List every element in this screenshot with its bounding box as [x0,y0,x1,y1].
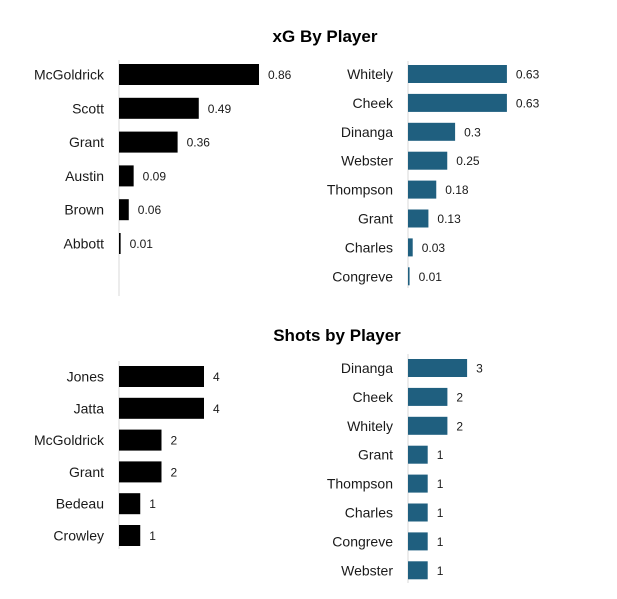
xg-left-category-label: Scott [72,100,104,116]
shots-left-value-label: 1 [149,529,156,543]
xg-right-bar [408,93,507,112]
shots-left-category-label: Bedeau [56,496,104,512]
xg-right-value-label: 0.63 [516,68,540,82]
shots-left-value-label: 2 [171,465,178,479]
shots-right-category-label: Grant [358,447,393,463]
shots-right-category-label: Cheek [353,389,394,405]
shots-left-bar [119,461,162,483]
shots-left-bar [119,525,141,546]
shots-right-bar [408,474,428,493]
shots-left-bar [119,493,141,515]
shots-right-value-label: 2 [456,390,463,404]
xg-left-category-label: Abbott [64,236,105,252]
xg-right-value-label: 0.18 [445,183,469,197]
shots-right-value-label: 1 [437,535,444,549]
xg-right-value-label: 0.03 [422,241,446,255]
shots-left-value-label: 2 [171,434,178,448]
xg-right-value-label: 0.13 [437,212,461,226]
shots-left-team-chart: Jones 4 Jatta 4 McGoldrick 2 Grant 2 Bedeau 1 Crow… [34,361,220,549]
shots-chart-title: Shots by Player [273,326,401,345]
shots-right-value-label: 1 [437,564,444,578]
xg-right-bar [408,122,456,141]
xg-right-category-label: Dinanga [341,124,393,140]
shots-right-value-label: 1 [437,448,444,462]
shots-left-category-label: Grant [69,464,104,480]
shots-left-bar [119,366,204,387]
xg-left-value-label: 0.09 [143,169,167,183]
xg-left-category-label: Grant [69,134,104,150]
shots-right-category-label: Webster [341,562,393,578]
xg-left-bar [119,165,134,187]
xg-left-team-chart: McGoldrick 0.86 Scott 0.49 Grant 0.36 Austin 0.… [34,60,292,296]
xg-right-bar [408,180,437,199]
shots-left-category-label: McGoldrick [34,432,105,448]
xg-right-value-label: 0.25 [456,154,480,168]
xg-left-bar [119,64,260,85]
xg-chart-title: xG By Player [273,27,378,46]
xg-right-category-label: Webster [341,153,393,169]
shots-right-bar [408,445,428,464]
xg-right-bar [408,65,507,83]
shots-left-category-label: Jones [67,369,104,385]
shots-right-bar [408,561,428,580]
xg-right-bar [408,151,448,170]
xg-left-bar [119,199,129,221]
shots-right-bar [408,387,448,406]
shots-right-category-label: Dinanga [341,360,393,376]
shots-left-category-label: Jatta [74,400,105,416]
shots-right-value-label: 1 [437,506,444,520]
xg-right-category-label: Thompson [327,182,393,198]
shots-left-bar [119,429,162,451]
shots-right-category-label: Whitely [347,418,393,434]
shots-left-value-label: 4 [213,402,220,416]
shots-right-value-label: 1 [437,477,444,491]
shots-right-bar [408,503,428,522]
shots-left-value-label: 1 [149,497,156,511]
xg-left-value-label: 0.36 [187,136,211,150]
xg-right-category-label: Whitely [347,66,393,82]
xg-right-value-label: 0.3 [464,125,481,139]
xg-left-bar [119,97,199,119]
shots-left-bar [119,397,204,419]
xg-right-category-label: Congreve [332,268,393,284]
xg-left-value-label: 0.49 [208,102,232,116]
xg-left-value-label: 0.06 [138,203,162,217]
xg-right-bar [408,238,413,257]
xg-left-category-label: Brown [64,202,104,218]
shots-right-category-label: Congreve [332,533,393,549]
shots-left-value-label: 4 [213,370,220,384]
shots-right-value-label: 2 [456,419,463,433]
xg-left-category-label: Austin [65,168,104,184]
xg-left-value-label: 0.86 [268,68,292,82]
shots-left-category-label: Crowley [53,528,104,544]
shots-right-team-chart: Dinanga 3 Cheek 2 Whitely 2 Grant 1 Thompson 1 Cha… [327,354,483,583]
xg-right-team-chart: Whitely 0.63 Cheek 0.63 Dinanga 0.3 Webster 0.2… [327,61,540,288]
xg-right-bar [408,267,410,286]
xg-right-value-label: 0.63 [516,96,540,110]
xg-right-category-label: Grant [358,211,393,227]
xg-left-value-label: 0.01 [130,237,154,251]
xg-right-value-label: 0.01 [419,270,443,284]
shots-right-value-label: 3 [476,362,483,376]
xg-right-category-label: Cheek [353,95,394,111]
xg-left-category-label: McGoldrick [34,67,105,83]
shots-right-bar [408,416,448,435]
shots-right-category-label: Thompson [327,476,393,492]
shots-right-bar [408,532,428,551]
shots-right-bar [408,359,468,377]
xg-left-bar [119,233,121,254]
xg-left-bar [119,131,178,153]
xg-right-bar [408,209,429,228]
shots-right-category-label: Charles [345,505,393,521]
xg-right-category-label: Charles [345,239,393,255]
